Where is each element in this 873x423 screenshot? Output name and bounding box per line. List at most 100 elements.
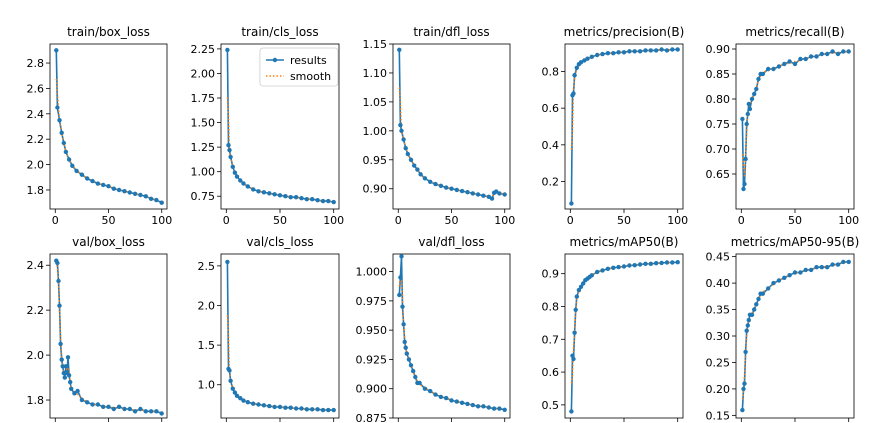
panel-metrics-precision-b: metrics/precision(B) 0.2 0.4 0.6 0.8 0 50 100	[542, 25, 689, 227]
data-point	[741, 186, 746, 192]
data-point	[66, 157, 72, 162]
data-point	[743, 156, 748, 162]
data-point	[283, 405, 288, 410]
data-point	[122, 406, 127, 412]
data-point	[808, 267, 814, 273]
data-point	[138, 192, 143, 198]
data-point	[55, 105, 60, 110]
data-point	[225, 47, 230, 53]
data-point	[403, 345, 408, 350]
data-point	[55, 260, 60, 266]
data-point	[746, 101, 751, 107]
data-point	[744, 328, 749, 333]
legend-smooth-label: smooth	[290, 70, 331, 83]
data-point	[497, 191, 502, 196]
data-point	[825, 51, 830, 57]
y-tick-label: 0.15	[706, 409, 731, 422]
data-point	[438, 183, 444, 188]
results-line	[398, 49, 505, 200]
data-point	[643, 261, 648, 266]
data-point	[404, 351, 409, 356]
data-point	[230, 386, 235, 391]
data-point	[459, 400, 465, 405]
y-tick-label: 0.7	[542, 333, 560, 346]
data-point	[63, 149, 69, 155]
y-tick-label: 0.70	[706, 143, 731, 156]
data-point	[406, 357, 412, 362]
data-point	[256, 189, 261, 194]
y-tick-label: 1.75	[191, 92, 216, 105]
data-point	[803, 267, 808, 273]
data-point	[454, 399, 459, 404]
panel-train-dfl-loss: train/dfl_loss 0.90 0.95 1.00 1.05 1.10 1.15 0 5…	[363, 25, 516, 227]
y-tick-label: 0.4	[542, 139, 560, 152]
data-point	[481, 404, 486, 409]
data-point	[74, 168, 79, 174]
data-point	[403, 146, 408, 151]
data-point	[627, 49, 632, 54]
data-point	[742, 381, 747, 386]
data-point	[486, 194, 491, 199]
data-point	[749, 96, 755, 102]
data-point	[411, 368, 416, 374]
data-point	[232, 170, 238, 175]
y-tick-label: 0.975	[356, 295, 388, 308]
data-point	[267, 191, 272, 196]
data-point	[574, 294, 579, 299]
y-tick-label: 0.65	[706, 168, 731, 181]
smooth-line	[741, 261, 849, 400]
data-point	[798, 270, 803, 275]
data-point	[621, 50, 627, 55]
data-point	[95, 181, 101, 186]
data-point	[227, 147, 232, 153]
data-point	[331, 407, 336, 413]
axes-frame	[735, 43, 855, 210]
data-point	[621, 264, 627, 269]
data-point	[228, 154, 233, 160]
x-tick-label: 100	[151, 214, 172, 227]
panel-title: train/box_loss	[67, 25, 150, 39]
data-point	[234, 174, 240, 179]
data-point	[808, 54, 814, 59]
data-point	[459, 188, 465, 194]
data-point	[627, 263, 632, 268]
plot-area	[740, 259, 851, 413]
y-tick-label: 2.4	[27, 259, 45, 272]
data-point	[245, 400, 250, 405]
panel-title: train/dfl_loss	[413, 25, 489, 39]
data-point	[752, 91, 757, 97]
data-point	[637, 262, 643, 267]
y-tick-label: 0.35	[706, 304, 731, 317]
data-point	[740, 116, 745, 122]
x-tick-label: 50	[617, 214, 631, 227]
y-tick-label: 0.45	[706, 251, 731, 264]
data-point	[70, 163, 75, 168]
data-point	[486, 405, 491, 410]
data-point	[143, 409, 148, 414]
data-point	[402, 339, 407, 345]
data-point	[841, 259, 846, 265]
data-point	[744, 121, 749, 127]
data-point	[648, 261, 653, 266]
data-point	[740, 407, 745, 413]
data-point	[106, 404, 111, 409]
data-point	[776, 278, 782, 283]
panel-train-box-loss: train/box_loss 1.8 2.0 2.2 2.4 2.6 2.8 0 50 100	[27, 25, 173, 227]
data-point	[465, 401, 470, 407]
plot-area	[740, 49, 851, 192]
data-point	[85, 400, 90, 405]
data-point	[63, 364, 69, 369]
data-point	[782, 61, 787, 67]
data-point	[79, 397, 85, 403]
smooth-line	[226, 315, 334, 411]
results-line	[226, 261, 334, 411]
data-point	[819, 265, 824, 270]
data-point	[449, 398, 454, 403]
panel-metrics-map50-95-b: metrics/mAP50-95(B) 0.15 0.20 0.25 0.30 0.35 0…	[706, 235, 860, 422]
data-point	[399, 128, 404, 133]
x-tick-label: 0	[395, 214, 402, 227]
data-point	[491, 406, 497, 411]
x-tick-label: 100	[323, 214, 344, 227]
data-point	[228, 378, 233, 383]
data-point	[415, 167, 420, 172]
